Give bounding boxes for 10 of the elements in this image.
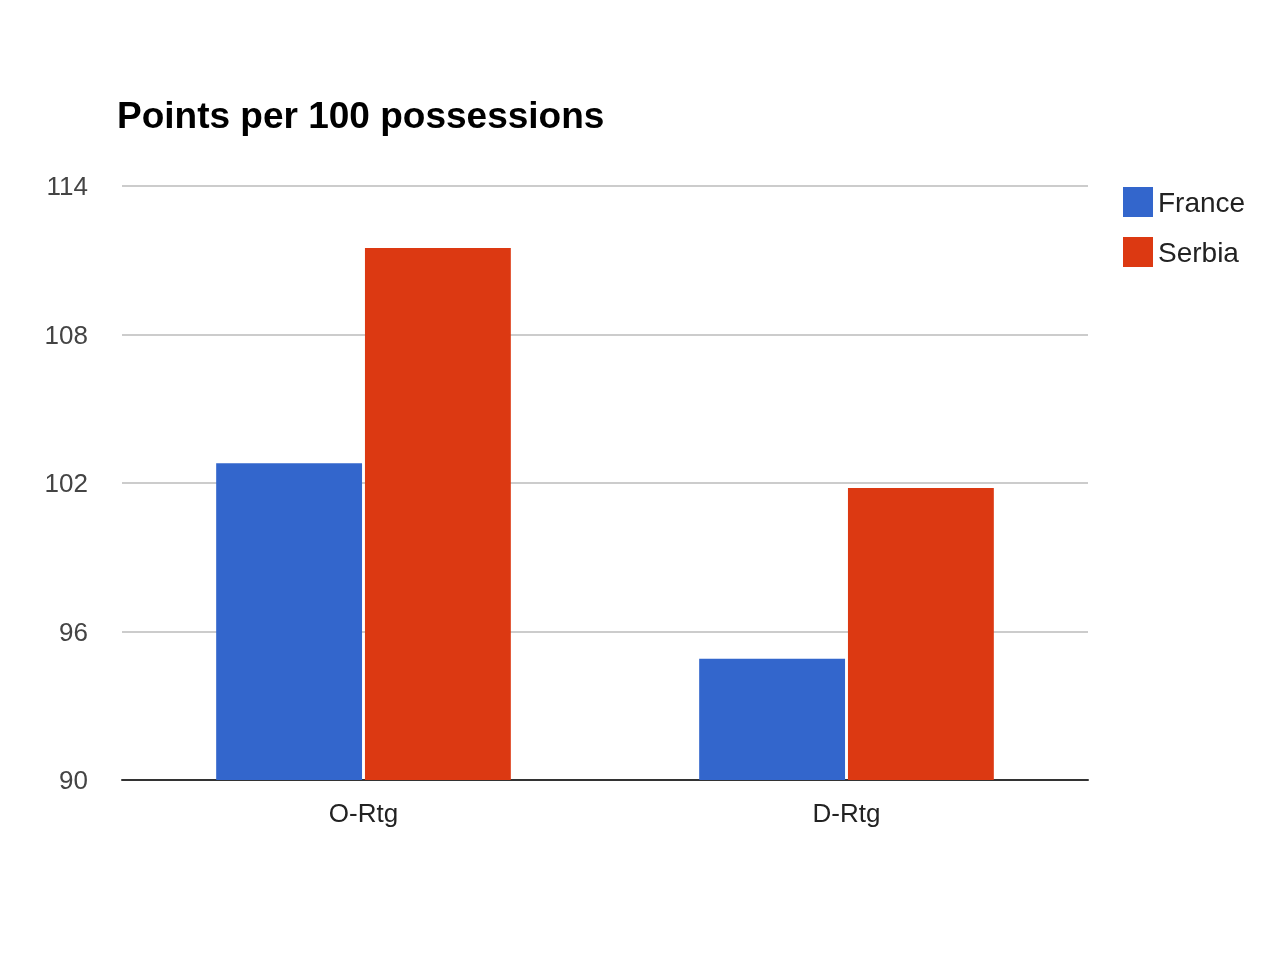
y-tick-label: 90 [59,765,88,795]
y-tick-label: 96 [59,616,88,647]
x-tick-label: D-Rtg [812,798,881,828]
y-tick-label: 108 [44,319,88,350]
y-tick-label: 102 [44,468,88,498]
y-tick-label: 114 [46,171,88,201]
chart-title: Points per 100 possessions [117,95,605,136]
x-tick-label: O-Rtg [328,798,399,828]
legend-label: France [1158,186,1246,218]
legend-label: Serbia [1158,236,1240,268]
